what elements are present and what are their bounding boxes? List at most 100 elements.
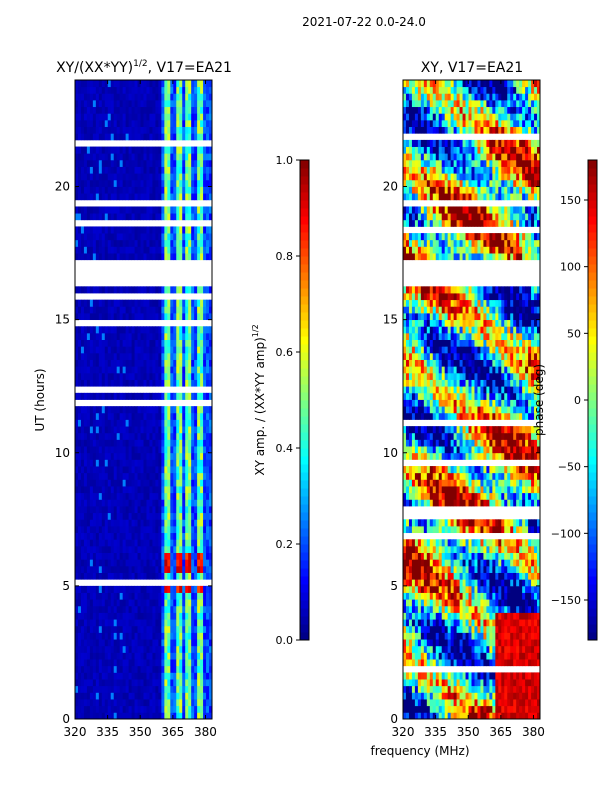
heatmap-cell [170, 512, 174, 520]
heatmap-cell [185, 419, 189, 427]
heatmap-cell [98, 685, 103, 693]
heatmap-cell [122, 619, 127, 627]
heatmap-cell [450, 599, 455, 607]
heatmap-cell [513, 692, 517, 700]
heatmap-cell [182, 213, 186, 221]
amplitude-colorbar-swatch [300, 480, 309, 489]
heatmap-cell [158, 499, 162, 507]
heatmap-cell [519, 645, 523, 653]
heatmap-cell [173, 552, 177, 560]
heatmap-cell [161, 406, 165, 414]
heatmap-cell [89, 226, 94, 234]
heatmap-cell [191, 159, 195, 167]
heatmap-cell [155, 106, 159, 114]
heatmap-cell [179, 632, 183, 640]
heatmap-cell [134, 659, 138, 667]
heatmap-cell [403, 612, 407, 620]
heatmap-cell [80, 299, 85, 307]
heatmap-cell [95, 685, 100, 693]
heatmap-cell [83, 559, 88, 567]
heatmap-cell [155, 299, 159, 307]
heatmap-cell [149, 306, 153, 314]
heatmap-cell [438, 685, 443, 693]
heatmap-cell [444, 579, 449, 587]
heatmap-cell [200, 326, 204, 334]
heatmap-cell [92, 312, 97, 321]
heatmap-cell [131, 226, 135, 234]
heatmap-cell [143, 253, 147, 261]
heatmap-cell [164, 372, 168, 380]
heatmap-cell [408, 605, 413, 613]
heatmap-cell [125, 326, 130, 334]
heatmap-cell [209, 652, 213, 660]
heatmap-cell [498, 605, 502, 613]
heatmap-cell [188, 632, 192, 640]
heatmap-cell [191, 372, 195, 380]
heatmap-cell [140, 86, 144, 94]
heatmap-cell [104, 506, 109, 514]
heatmap-cell [152, 80, 156, 88]
heatmap-cell [185, 93, 189, 101]
heatmap-cell [143, 352, 147, 360]
heatmap-cell [110, 426, 115, 434]
heatmap-cell [462, 712, 466, 720]
heatmap-cell [116, 519, 121, 527]
heatmap-cell [417, 632, 422, 640]
heatmap-cell [75, 572, 79, 580]
heatmap-cell [92, 592, 97, 600]
heatmap-cell [200, 86, 204, 94]
heatmap-cell [209, 632, 213, 640]
heatmap-cell [197, 406, 201, 414]
heatmap-cell [417, 585, 422, 593]
heatmap-cell [438, 679, 443, 687]
heatmap-cell [197, 253, 201, 261]
heatmap-cell [107, 426, 112, 434]
amplitude-y-axis-label: UT (hours) [33, 368, 47, 431]
heatmap-cell [209, 173, 213, 181]
heatmap-cell [176, 559, 180, 567]
heatmap-cell [77, 712, 82, 720]
heatmap-cell [104, 472, 109, 480]
amplitude-heatmap [75, 80, 213, 720]
heatmap-cell [191, 446, 195, 454]
heatmap-cell [179, 80, 183, 88]
heatmap-cell [531, 585, 535, 593]
heatmap-cell [137, 552, 141, 560]
heatmap-cell [122, 599, 127, 607]
heatmap-cell [411, 632, 416, 640]
heatmap-cell [110, 539, 115, 547]
heatmap-cell [200, 412, 204, 420]
heatmap-cell [143, 625, 147, 633]
heatmap-cell [131, 645, 135, 653]
heatmap-cell [462, 599, 466, 607]
heatmap-cell [140, 679, 144, 687]
heatmap-cell [513, 699, 517, 707]
heatmap-cell [408, 699, 413, 707]
heatmap-cell [86, 572, 91, 580]
heatmap-cell [119, 432, 124, 440]
heatmap-cell [89, 326, 94, 334]
heatmap-cell [459, 692, 463, 700]
amplitude-colorbar-swatch [300, 312, 309, 321]
heatmap-cell [110, 486, 115, 494]
heatmap-cell [182, 366, 186, 374]
heatmap-cell [164, 179, 168, 187]
heatmap-cell [119, 539, 124, 547]
heatmap-cell [128, 173, 132, 181]
heatmap-cell [149, 233, 153, 241]
heatmap-cell [83, 352, 88, 360]
heatmap-cell [522, 639, 526, 647]
heatmap-cell [140, 519, 144, 527]
heatmap-cell [203, 665, 207, 673]
heatmap-cell [188, 459, 192, 467]
amplitude-x-tick-label: 350 [129, 725, 152, 739]
heatmap-cell [75, 705, 79, 713]
heatmap-cell [528, 612, 532, 620]
heatmap-cell [528, 679, 532, 687]
heatmap-cell [155, 552, 159, 560]
heatmap-cell [116, 472, 121, 480]
heatmap-cell [137, 80, 141, 88]
heatmap-cell [77, 352, 82, 360]
heatmap-cell [209, 166, 213, 174]
